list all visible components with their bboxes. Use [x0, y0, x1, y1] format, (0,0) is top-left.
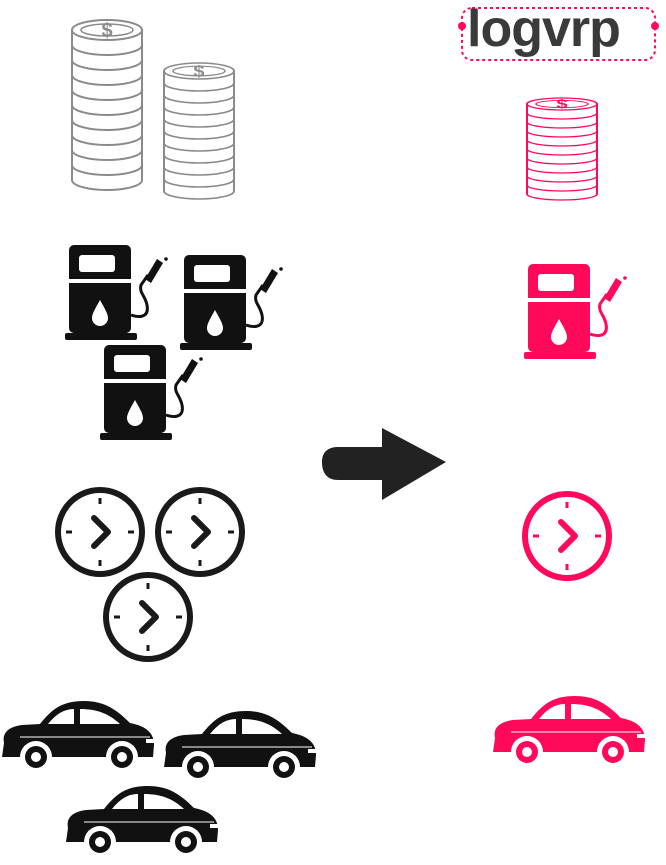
clock-icon	[158, 490, 242, 574]
after-clock	[525, 494, 609, 578]
logo-text: logvrp	[467, 0, 621, 58]
coin-stack-icon	[526, 97, 598, 201]
clock-icon	[58, 490, 142, 574]
fuel-pump-icon	[63, 243, 170, 342]
before-clocks	[58, 490, 242, 659]
after-coin-stack	[526, 97, 598, 201]
before-coin-stacks	[71, 19, 235, 200]
fuel-pump-icon	[98, 343, 205, 442]
car-icon	[163, 710, 317, 784]
arrow-right-icon	[322, 428, 446, 500]
coin-stack-icon	[71, 19, 143, 191]
clock-icon	[106, 575, 190, 659]
clock-icon	[525, 494, 609, 578]
logo-frame	[458, 7, 659, 61]
after-car	[492, 695, 646, 769]
coin-stack-icon	[163, 61, 235, 200]
fuel-pump-icon	[522, 262, 629, 361]
before-fuel-pumps	[63, 243, 285, 442]
car-icon	[65, 785, 219, 859]
fuel-pump-icon	[178, 253, 285, 352]
before-cars	[1, 700, 317, 859]
after-fuel-pump	[522, 262, 629, 361]
car-icon	[492, 695, 646, 769]
car-icon	[1, 700, 155, 774]
brand-logo: logvrp	[453, 0, 663, 62]
